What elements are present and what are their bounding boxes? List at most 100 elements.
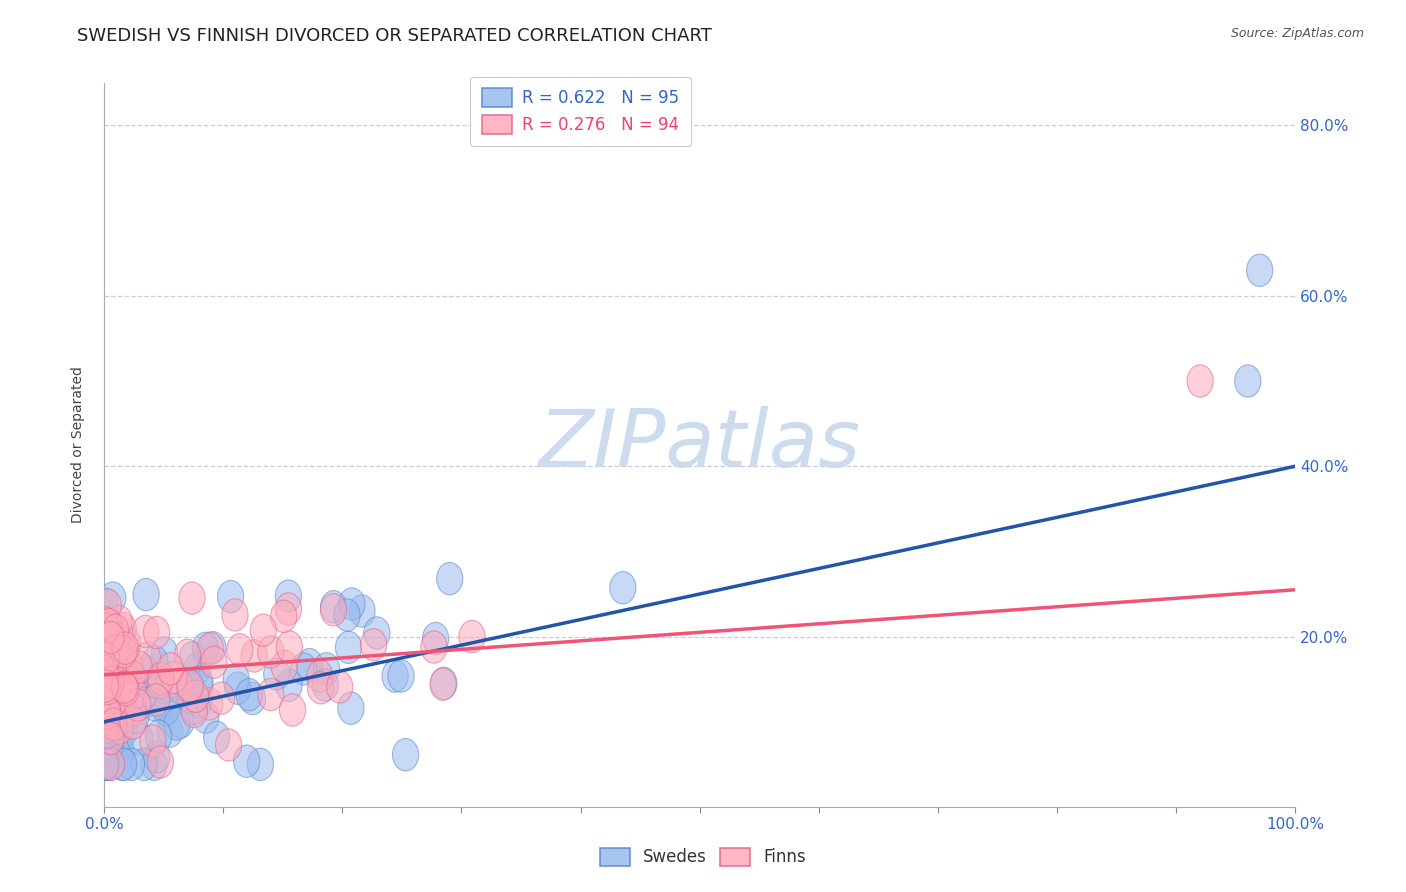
Ellipse shape [312,669,339,701]
Ellipse shape [270,600,297,632]
Ellipse shape [177,670,204,702]
Ellipse shape [91,748,118,780]
Ellipse shape [105,606,132,638]
Ellipse shape [321,593,346,626]
Ellipse shape [430,667,457,699]
Ellipse shape [91,656,118,688]
Ellipse shape [263,657,290,690]
Ellipse shape [1247,254,1272,286]
Ellipse shape [96,630,122,662]
Ellipse shape [215,729,242,761]
Ellipse shape [257,636,284,668]
Ellipse shape [121,677,148,709]
Ellipse shape [93,741,118,774]
Ellipse shape [118,650,143,682]
Ellipse shape [271,650,297,682]
Ellipse shape [96,665,121,697]
Ellipse shape [111,714,138,747]
Ellipse shape [141,748,167,780]
Ellipse shape [193,632,218,665]
Ellipse shape [388,660,415,692]
Ellipse shape [110,748,135,780]
Ellipse shape [103,634,129,667]
Ellipse shape [93,670,120,703]
Ellipse shape [247,748,274,780]
Ellipse shape [94,716,121,748]
Ellipse shape [100,582,125,615]
Ellipse shape [131,677,157,709]
Ellipse shape [145,664,172,696]
Ellipse shape [111,748,136,780]
Ellipse shape [152,637,177,669]
Ellipse shape [110,687,136,720]
Ellipse shape [177,672,202,704]
Ellipse shape [437,563,463,595]
Ellipse shape [91,632,118,665]
Ellipse shape [148,663,174,695]
Ellipse shape [152,672,177,704]
Ellipse shape [110,613,136,645]
Ellipse shape [91,711,118,743]
Ellipse shape [98,748,125,780]
Ellipse shape [107,712,134,744]
Y-axis label: Divorced or Separated: Divorced or Separated [72,367,86,524]
Ellipse shape [174,639,201,672]
Ellipse shape [187,665,214,698]
Ellipse shape [98,666,124,698]
Ellipse shape [156,715,183,747]
Ellipse shape [141,689,167,721]
Ellipse shape [103,614,129,647]
Ellipse shape [105,659,131,691]
Ellipse shape [143,740,170,773]
Ellipse shape [127,723,153,755]
Ellipse shape [364,616,389,649]
Ellipse shape [307,660,333,692]
Ellipse shape [1234,365,1261,397]
Ellipse shape [91,685,118,718]
Ellipse shape [179,582,205,615]
Text: ZIPatlas: ZIPatlas [538,406,860,484]
Ellipse shape [321,591,347,623]
Ellipse shape [132,615,159,648]
Ellipse shape [276,580,301,612]
Ellipse shape [91,607,118,639]
Ellipse shape [111,636,136,668]
Ellipse shape [120,706,146,739]
Ellipse shape [148,666,173,698]
Ellipse shape [103,621,129,653]
Ellipse shape [93,637,118,669]
Ellipse shape [193,701,219,733]
Ellipse shape [127,651,152,683]
Ellipse shape [181,696,207,728]
Ellipse shape [112,673,139,706]
Ellipse shape [143,684,170,716]
Ellipse shape [180,641,205,673]
Ellipse shape [167,706,194,739]
Ellipse shape [458,621,485,653]
Ellipse shape [103,641,128,673]
Ellipse shape [326,671,353,703]
Legend: Swedes, Finns: Swedes, Finns [593,841,813,873]
Ellipse shape [114,641,139,673]
Ellipse shape [93,748,120,780]
Ellipse shape [208,682,235,714]
Ellipse shape [165,708,190,740]
Ellipse shape [91,642,118,674]
Ellipse shape [91,655,118,687]
Ellipse shape [94,716,120,748]
Ellipse shape [349,595,375,627]
Ellipse shape [339,588,366,620]
Ellipse shape [218,581,243,613]
Ellipse shape [94,613,120,646]
Ellipse shape [91,719,118,751]
Ellipse shape [392,739,419,771]
Ellipse shape [143,666,170,698]
Ellipse shape [91,674,118,707]
Ellipse shape [91,696,118,728]
Ellipse shape [96,673,121,705]
Ellipse shape [91,732,118,764]
Ellipse shape [333,599,360,632]
Ellipse shape [257,678,284,711]
Ellipse shape [91,658,118,691]
Ellipse shape [93,621,120,653]
